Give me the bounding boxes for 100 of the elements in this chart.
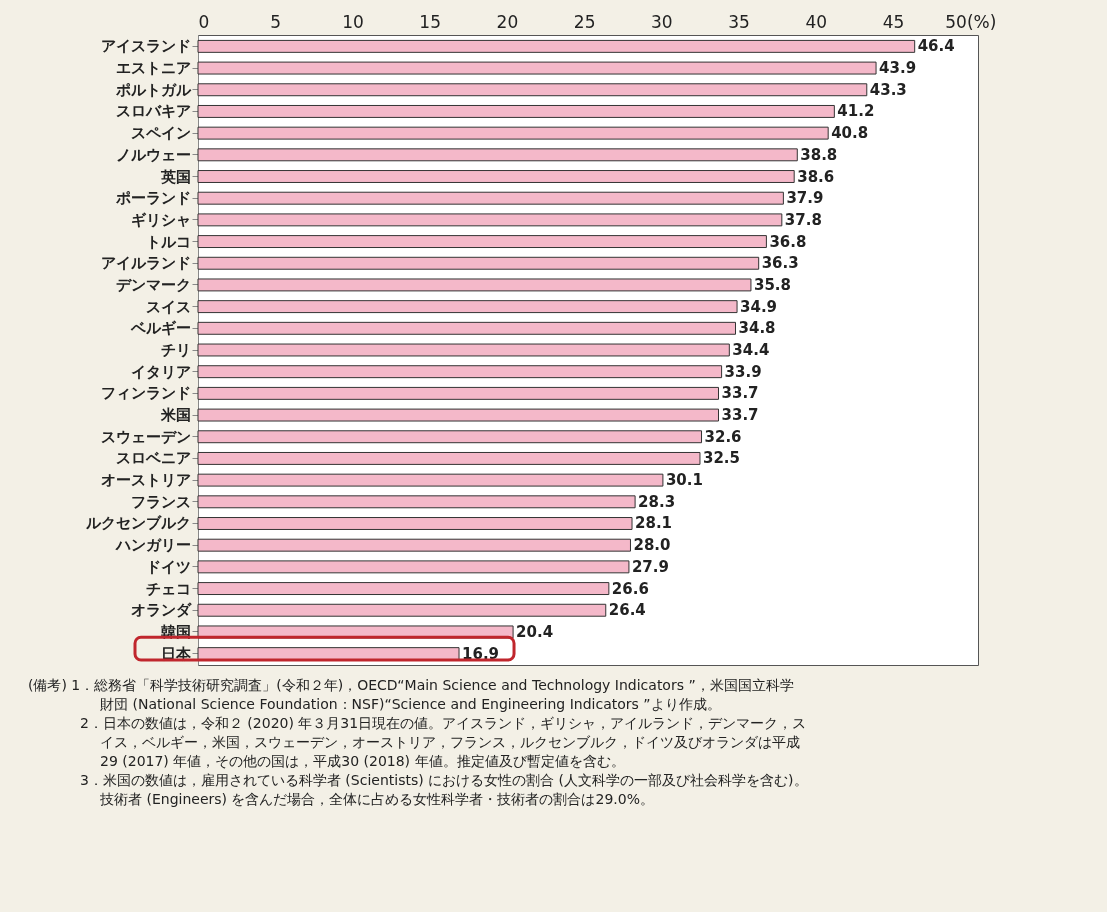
text: イス，ベルギー，米国，スウェーデン，オーストリア，フランス，ルクセンブルク，ドイツ及びオランダは平成 [99, 733, 801, 752]
data-label: 27.9 [631, 557, 669, 576]
y-tick-label: アイスランド [100, 37, 191, 56]
data-label: 43.3 [869, 80, 907, 99]
y-tick-label: エストニア [115, 59, 191, 78]
bar [197, 104, 835, 118]
y-tick-label: チリ [160, 341, 191, 359]
data-label: 40.8 [831, 124, 869, 143]
y-tick-label: ノルウェー [115, 145, 191, 164]
x-tick-label: 30 [651, 11, 673, 32]
bar [197, 473, 664, 487]
y-tick-label: ベルギー [129, 319, 191, 338]
y-tick-label: トルコ [145, 232, 191, 251]
data-label: 28.1 [635, 514, 673, 533]
y-tick-label: ギリシャ [130, 210, 191, 229]
data-label: 43.9 [879, 59, 917, 78]
data-label: 36.8 [769, 232, 807, 251]
data-label: 33.9 [724, 362, 762, 381]
x-tick-label: 15 [419, 11, 441, 32]
y-tick-label: ポルトガル [114, 80, 192, 99]
bar [197, 191, 784, 205]
data-label: 26.4 [608, 601, 646, 620]
y-tick-label: 米国 [159, 406, 191, 425]
x-tick-label: 20 [496, 11, 519, 32]
bar [197, 386, 720, 400]
data-label: 32.6 [704, 427, 742, 446]
data-label: 38.6 [797, 167, 835, 186]
y-tick-label: スロバキア [115, 102, 191, 121]
bar [197, 235, 767, 249]
data-label: 33.7 [721, 384, 759, 403]
y-tick-label: 英国 [159, 167, 191, 186]
data-label: 35.8 [753, 275, 791, 294]
data-label: 41.2 [837, 102, 875, 121]
data-label: 26.6 [611, 579, 649, 598]
bar [197, 517, 633, 530]
bar [197, 213, 783, 227]
x-tick-label: 50(%) [945, 11, 997, 32]
y-tick-label: スイス [145, 297, 191, 316]
data-label: 32.5 [702, 449, 740, 468]
bar [197, 603, 607, 617]
data-label: 20.4 [516, 622, 554, 641]
data-label: 28.3 [638, 492, 676, 511]
x-tick-label: 0 [198, 11, 210, 32]
y-tick-label: フィンランド [100, 384, 191, 403]
bar [197, 560, 630, 574]
text: 3．米国の数値は，雇用されている科学者 (Scientists) における女性の割合 (人文科学の一部及び社会科学を含む)。 [79, 771, 809, 790]
text: 技術者 (Engineers) を含んだ場合，全体に占める女性科学者・技術者の割合は29.0%。 [99, 790, 655, 809]
y-tick-label: アイルランド [100, 254, 191, 273]
y-tick-label: ポーランド [114, 189, 191, 208]
bar [197, 408, 720, 422]
data-label: 46.4 [917, 37, 955, 56]
bar [197, 278, 752, 292]
data-label: 16.9 [462, 644, 500, 663]
x-tick-label: 35 [728, 11, 750, 32]
data-label: 28.0 [633, 536, 671, 555]
text: 2．日本の数値は，令和２ (2020) 年３月31日現在の値。アイスランド，ギリシャ，アイルランド，デンマーク，ス [79, 714, 808, 733]
bar [197, 300, 738, 314]
y-tick-label: オランダ [130, 601, 192, 620]
data-label: 34.9 [740, 297, 778, 316]
bar [197, 148, 798, 162]
bar [197, 538, 631, 552]
bar [197, 83, 868, 97]
x-tick-label: 5 [270, 11, 282, 32]
bar [197, 451, 701, 465]
bar [197, 582, 610, 596]
text: (備考) 1．総務省「科学技術研究調査」(令和２年)，OECD“Main Science and Technology Indicators ”，米国国立科学 [28, 676, 795, 695]
bar [197, 126, 829, 140]
y-tick-label: チェコ [145, 579, 191, 598]
y-tick-label: ルクセンブルク [84, 514, 191, 533]
y-tick-label: スペイン [130, 124, 191, 143]
y-tick-label: デンマーク [115, 275, 191, 294]
x-tick-label: 45 [882, 11, 905, 32]
x-tick-label: 25 [573, 11, 596, 32]
bar [197, 365, 723, 379]
data-label: 30.1 [665, 471, 703, 490]
y-tick-label: ハンガリー [114, 536, 191, 555]
data-label: 37.9 [786, 189, 824, 208]
y-tick-label: オーストリア [100, 471, 191, 490]
y-tick-label: ドイツ [145, 557, 191, 576]
bar [197, 39, 916, 53]
bar [197, 430, 703, 444]
data-label: 38.8 [800, 145, 838, 164]
bar [197, 170, 795, 183]
bar [197, 256, 760, 270]
y-tick-label: フランス [130, 492, 191, 511]
y-tick-label: スウェーデン [100, 427, 191, 446]
data-label: 36.3 [761, 254, 799, 273]
bar [197, 495, 636, 509]
text: 29 (2017) 年値，その他の国は，平成30 (2018) 年値。推定値及び暫定値を含む。 [99, 752, 626, 771]
text: 財団 (National Science Foundation：NSF)“Science and Engineering Indicators ”より作成。 [99, 695, 722, 714]
data-label: 37.8 [784, 210, 822, 229]
bar [197, 61, 877, 75]
data-label: 34.4 [732, 341, 770, 359]
x-tick-label: 10 [342, 11, 364, 32]
y-tick-label: イタリア [130, 362, 191, 381]
y-tick-label: スロベニア [115, 449, 191, 468]
x-tick-label: 40 [805, 11, 828, 32]
bar [197, 343, 730, 357]
bar [197, 321, 736, 335]
data-label: 33.7 [721, 406, 759, 425]
